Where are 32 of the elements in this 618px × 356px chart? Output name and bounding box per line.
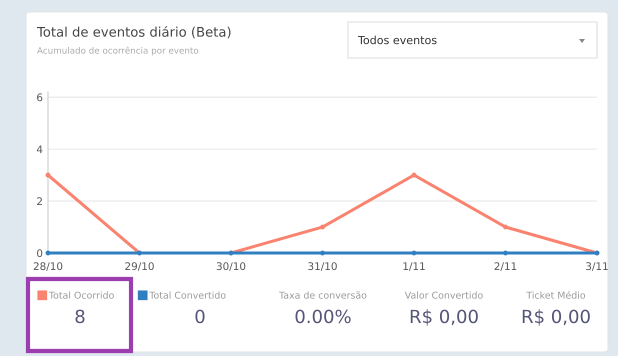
- y-tick-label: 2: [37, 197, 42, 206]
- x-tick-label: 28/10: [34, 262, 62, 271]
- text: 0.00%: [296, 310, 351, 324]
- x-tick-label: 29/10: [125, 262, 154, 271]
- legend-label: Total Ocorrido: [48, 291, 114, 299]
- point: [503, 250, 508, 256]
- x-tick-label: 31/10: [308, 262, 337, 271]
- point: [320, 224, 325, 230]
- text: 8: [75, 310, 85, 324]
- point: [412, 172, 416, 178]
- y-tick-label: 4: [36, 145, 42, 154]
- x-tick-label: 3/11: [586, 262, 608, 271]
- point: [503, 224, 508, 230]
- text: R$ 0,00: [522, 309, 590, 326]
- text: Taxa de conversão: [279, 291, 366, 299]
- y-tick-label: 6: [37, 93, 42, 102]
- chart-title: Total de eventos diário (Beta): [36, 26, 230, 38]
- point: [320, 250, 325, 256]
- text: Valor Convertido: [404, 291, 483, 299]
- x-tick-label: 2/11: [494, 262, 516, 271]
- point: [46, 250, 50, 256]
- x-tick-label: 1/11: [403, 262, 425, 271]
- x-tick-label: 30/10: [216, 262, 246, 271]
- chart-subtitle: Acumulado de ocorrência por evento: [37, 46, 198, 56]
- text: Ticket Médio: [526, 291, 586, 299]
- text: R$ 0,00: [410, 309, 478, 326]
- text: 0: [195, 310, 205, 324]
- point: [46, 172, 50, 178]
- point: [412, 250, 416, 256]
- y-tick-label: 0: [37, 249, 42, 258]
- legend-label: Total Convertido: [149, 291, 226, 299]
- text: Todos eventos: [358, 36, 437, 44]
